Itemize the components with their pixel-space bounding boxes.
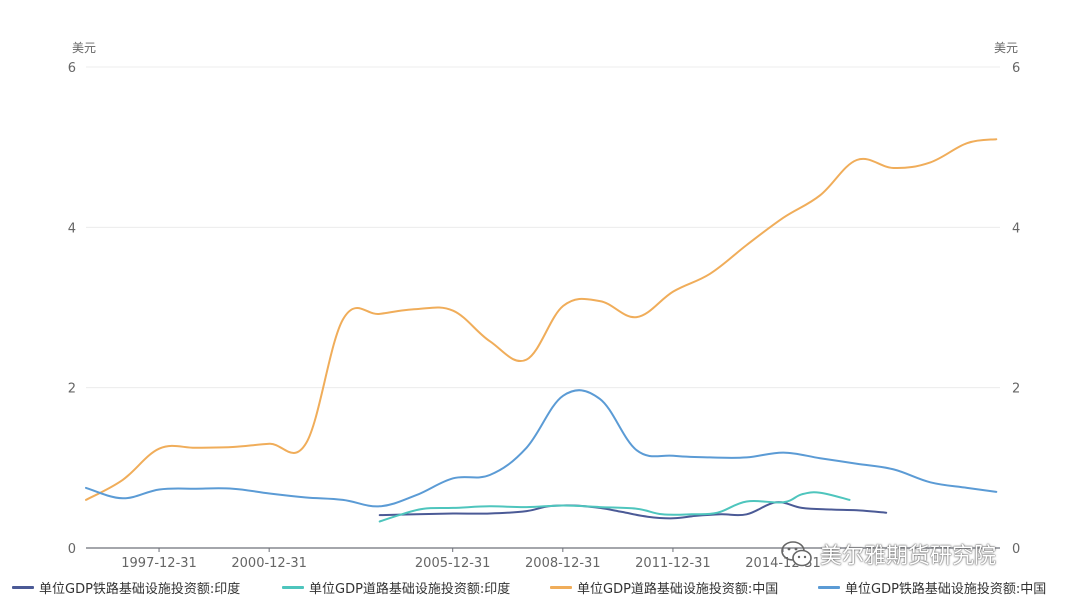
legend-label: 单位GDP道路基础设施投资额:印度 (309, 582, 511, 597)
y-tick-label-right: 6 (1012, 61, 1020, 76)
axes: 0 0 2 2 4 4 6 6 1997-12-31 2000-12-31 2005-12-31 20… (68, 61, 1021, 571)
legend-item-india-road[interactable]: 单位GDP道路基础设施投资额:印度 (282, 578, 510, 597)
series-line-india-road (378, 491, 851, 523)
right-y-unit: 美元 (994, 41, 1018, 55)
legend-item-india-rail[interactable]: 单位GDP铁路基础设施投资额:印度 (12, 578, 240, 597)
x-tick-label: 2011-12-31 (635, 556, 711, 571)
legend-swatch (818, 586, 840, 589)
watermark: 美尔雅期货研究院 (780, 538, 996, 570)
chart-legend: 单位GDP铁路基础设施投资额:印度 单位GDP道路基础设施投资额:印度 单位GDP道… (0, 578, 1080, 602)
x-tick-label: 1997-12-31 (121, 556, 197, 571)
y-tick-label-left: 0 (68, 542, 76, 557)
wechat-icon (781, 541, 812, 567)
series-line-china-rail (85, 389, 998, 508)
y-tick-label-left: 4 (68, 221, 76, 236)
legend-label: 单位GDP道路基础设施投资额:中国 (577, 582, 779, 597)
x-tick-label: 2000-12-31 (231, 556, 307, 571)
series-lines (85, 138, 998, 523)
legend-swatch (12, 586, 34, 589)
legend-swatch (550, 586, 572, 589)
watermark-text: 美尔雅期货研究院 (820, 544, 997, 569)
legend-item-china-rail[interactable]: 单位GDP铁路基础设施投资额:中国 (818, 578, 1046, 597)
legend-label: 单位GDP铁路基础设施投资额:印度 (39, 582, 241, 597)
y-tick-label-left: 6 (68, 61, 76, 76)
y-tick-label-right: 2 (1012, 382, 1020, 397)
left-y-unit: 美元 (72, 41, 96, 55)
series-line-india-rail (378, 501, 888, 520)
legend-item-china-road[interactable]: 单位GDP道路基础设施投资额:中国 (550, 578, 778, 597)
legend-swatch (282, 586, 304, 589)
series-line-china-road (85, 138, 998, 501)
y-tick-label-right: 4 (1012, 221, 1020, 236)
y-tick-label-left: 2 (68, 382, 76, 397)
x-tick-label: 2008-12-31 (525, 556, 601, 571)
legend-label: 单位GDP铁路基础设施投资额:中国 (845, 582, 1047, 597)
y-tick-label-right: 0 (1012, 542, 1020, 557)
grid-lines (86, 66, 1000, 389)
x-tick-label: 2005-12-31 (415, 556, 491, 571)
